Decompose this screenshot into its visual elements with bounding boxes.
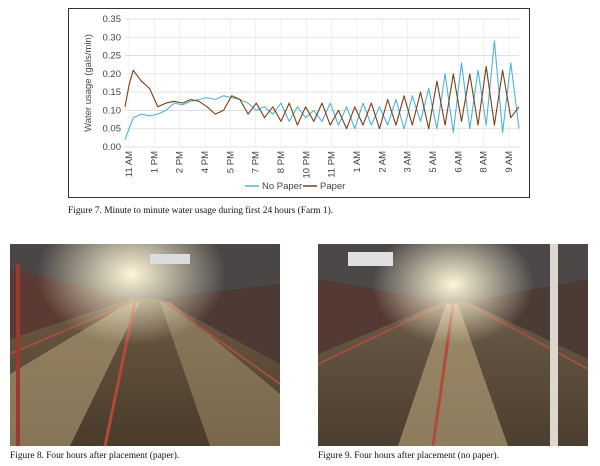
y-tick-label: 0.05 [103, 124, 122, 135]
x-tick-label: 8 AM [479, 151, 490, 173]
y-axis-label: Water usage (gals/min) [83, 34, 94, 132]
y-tick-label: 0.25 [103, 51, 122, 62]
x-tick-label: 5 PM [225, 151, 236, 173]
legend-label-paper: Paper [320, 181, 345, 192]
figure9-photo [318, 244, 588, 446]
legend-label-no-paper: No Paper [262, 181, 302, 192]
water-usage-chart: 0.00 0.05 0.10 0.15 0.20 0.25 0.30 0.35 11 AM 1 P… [68, 8, 530, 198]
x-tick-label: 6 AM [453, 151, 464, 173]
figure8-photo [10, 244, 280, 446]
x-tick-label: 2 PM [175, 151, 186, 173]
y-tick-label: 0.15 [103, 87, 122, 98]
y-tick-label: 0.00 [103, 142, 122, 153]
x-tick-label: 7 PM [251, 151, 262, 173]
x-tick-label: 11 PM [327, 151, 338, 178]
figure7-caption: Figure 7. Minute to minute water usage d… [68, 206, 334, 216]
barn-interior-no-paper-image [318, 244, 588, 446]
x-tick-label: 8 PM [276, 151, 287, 173]
x-tick-label: 1 PM [149, 151, 160, 173]
y-tick-label: 0.20 [103, 69, 122, 80]
x-tick-label: 3 AM [403, 151, 414, 173]
x-tick-label: 2 AM [377, 151, 388, 173]
chart-svg: 0.00 0.05 0.10 0.15 0.20 0.25 0.30 0.35 11 AM 1 P… [83, 14, 520, 192]
barn-interior-paper-image [10, 244, 280, 446]
x-tick-label: 1 AM [352, 151, 363, 173]
y-tick-label: 0.30 [103, 32, 122, 43]
series-line-no-paper [124, 40, 520, 140]
figure9-caption: Figure 9. Four hours after placement (no… [318, 451, 499, 461]
x-tick-label: 11 AM [124, 151, 135, 177]
x-tick-label: 9 AM [504, 151, 515, 173]
x-tick-label: 5 AM [428, 151, 439, 173]
y-tick-label: 0.35 [103, 14, 122, 25]
x-tick-label: 4 PM [200, 151, 211, 173]
y-tick-label: 0.10 [103, 105, 122, 116]
figure8-caption: Figure 8. Four hours after placement (pa… [10, 451, 180, 461]
x-tick-label: 10 PM [301, 151, 312, 179]
series-line-paper [124, 65, 520, 130]
